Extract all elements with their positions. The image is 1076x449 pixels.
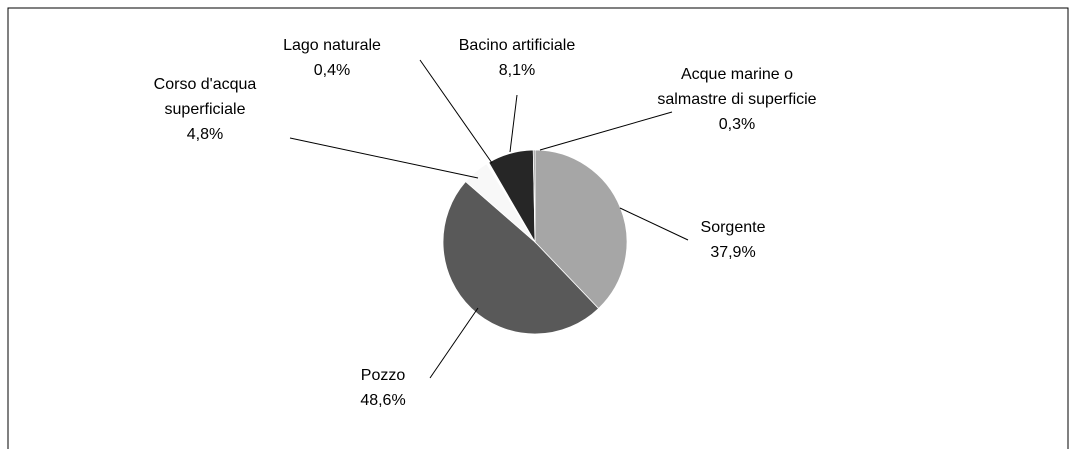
leader-line (509, 94, 518, 153)
pie-slice (442, 180, 600, 335)
value-label: 0,4% (313, 62, 351, 79)
frame (7, 7, 1069, 449)
value-label: 8,1% (498, 62, 536, 79)
leader-line (619, 207, 689, 241)
leader-line (539, 111, 673, 151)
category-label: Sorgente (700, 219, 766, 236)
leader-line (419, 59, 493, 164)
value-label: 4,8% (186, 126, 224, 143)
category-label: Corso d'acqua superficiale (153, 76, 257, 118)
value-label: 0,3% (718, 116, 756, 133)
slice-label: Corso d'acqua superficiale 4,8% (130, 72, 280, 147)
value-label: 48,6% (360, 392, 406, 409)
slice-label: Acque marine o salmastre di superficie 0,… (657, 62, 817, 137)
leader-line (429, 307, 479, 379)
slice-label: Lago naturale 0,4% (257, 33, 407, 83)
category-label: Acque marine o salmastre di superficie (657, 66, 817, 108)
category-label: Lago naturale (283, 37, 381, 54)
value-label: 37,9% (710, 244, 756, 261)
pie-slice (532, 149, 536, 243)
slice-label: Bacino artificiale 8,1% (427, 33, 607, 83)
leader-line (289, 137, 479, 179)
slice-label: Sorgente 37,9% (673, 215, 793, 265)
category-label: Bacino artificiale (458, 37, 576, 54)
slice-label: Pozzo 48,6% (333, 363, 433, 413)
category-label: Pozzo (360, 367, 406, 384)
